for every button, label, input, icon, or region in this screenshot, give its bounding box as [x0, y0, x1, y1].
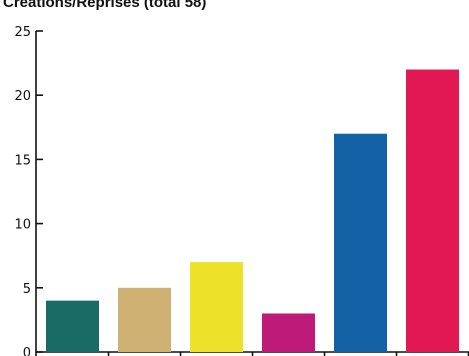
- bar: [334, 133, 387, 352]
- bar: [406, 69, 459, 353]
- bar: [118, 287, 171, 352]
- y-tick-label: 20: [14, 89, 31, 104]
- y-tick-label: 5: [23, 282, 31, 297]
- bar: [190, 262, 243, 352]
- y-tick-label: 25: [14, 25, 31, 40]
- chart-axes: 0 5 10 15 20 25: [14, 25, 469, 356]
- y-tick-label: 15: [14, 153, 31, 168]
- chart-title: Creations/Reprises (total 58): [3, 0, 206, 11]
- bar: [46, 300, 99, 352]
- y-tick-label: 10: [14, 218, 31, 233]
- y-tick-label: 0: [23, 346, 31, 356]
- bar: [262, 313, 315, 352]
- chart-bars: [46, 69, 459, 353]
